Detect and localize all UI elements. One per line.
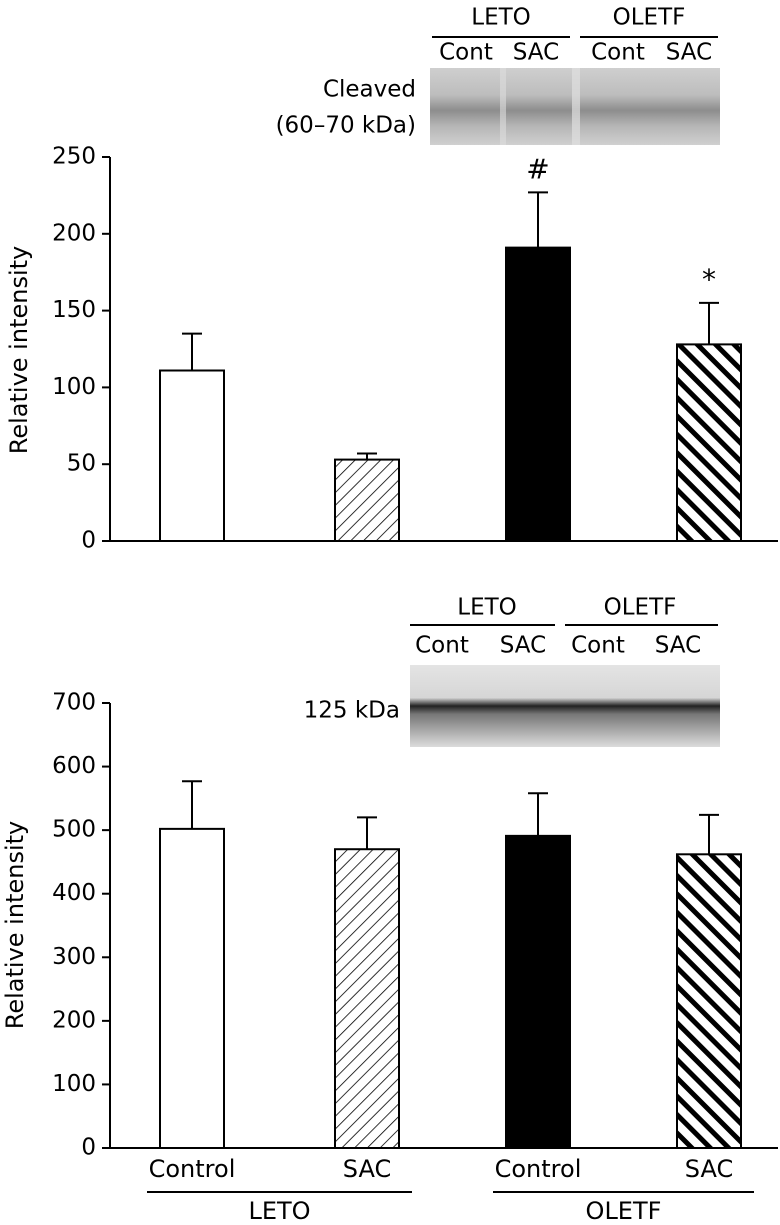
bar bbox=[159, 369, 225, 542]
y-tick-label: 600 bbox=[52, 753, 96, 779]
bar bbox=[676, 343, 742, 542]
blot-group: OLETF bbox=[613, 5, 686, 31]
blot-lane: Cont bbox=[415, 633, 469, 659]
y-tick-label: 0 bbox=[81, 1135, 96, 1161]
blot-lane-gap bbox=[500, 68, 506, 145]
y-tick-label: 150 bbox=[52, 297, 96, 323]
y-tick-label: 100 bbox=[52, 1071, 96, 1097]
y-tick-label: 250 bbox=[52, 144, 96, 170]
blot-lane: SAC bbox=[666, 40, 712, 66]
blot-lane: SAC bbox=[500, 633, 546, 659]
y-axis-label: Relative intensity bbox=[5, 246, 33, 454]
y-axis-label: Relative intensity bbox=[1, 821, 29, 1029]
x-tick-label: Control bbox=[149, 1155, 236, 1183]
blot-lane: SAC bbox=[655, 633, 701, 659]
blot-lane: Cont bbox=[571, 633, 625, 659]
blot-lane: Cont bbox=[591, 40, 645, 66]
x-tick-label: Control bbox=[495, 1155, 582, 1183]
bar bbox=[334, 848, 400, 1149]
blot-label: Cleaved bbox=[323, 77, 416, 103]
x-tick-label: SAC bbox=[685, 1155, 733, 1183]
group-label: LETO bbox=[248, 1197, 310, 1225]
blot-lane-gap bbox=[572, 68, 580, 145]
bar bbox=[505, 834, 571, 1149]
annotation: * bbox=[702, 263, 716, 296]
blot-group: OLETF bbox=[604, 595, 677, 621]
blot-label: 125 kDa bbox=[304, 698, 400, 724]
x-tick-label: SAC bbox=[343, 1155, 391, 1183]
bar bbox=[334, 458, 400, 543]
y-tick-label: 200 bbox=[52, 1007, 96, 1033]
blot-group: LETO bbox=[457, 595, 517, 621]
y-tick-label: 200 bbox=[52, 220, 96, 246]
group-label: OLETF bbox=[586, 1197, 662, 1225]
blot-lane: Cont bbox=[439, 40, 493, 66]
blot-image bbox=[410, 665, 720, 747]
bar bbox=[159, 827, 225, 1149]
blot-group: LETO bbox=[471, 5, 531, 31]
y-tick-label: 700 bbox=[52, 690, 96, 716]
blot-label: (60–70 kDa) bbox=[276, 113, 416, 139]
y-tick-label: 50 bbox=[67, 451, 96, 477]
y-tick-label: 0 bbox=[81, 528, 96, 554]
y-tick-label: 400 bbox=[52, 880, 96, 906]
y-tick-label: 300 bbox=[52, 944, 96, 970]
y-tick-label: 500 bbox=[52, 817, 96, 843]
bar bbox=[676, 853, 742, 1149]
y-tick-label: 100 bbox=[52, 374, 96, 400]
blot-lane: SAC bbox=[513, 40, 559, 66]
bar bbox=[505, 246, 571, 542]
annotation: # bbox=[526, 152, 549, 185]
